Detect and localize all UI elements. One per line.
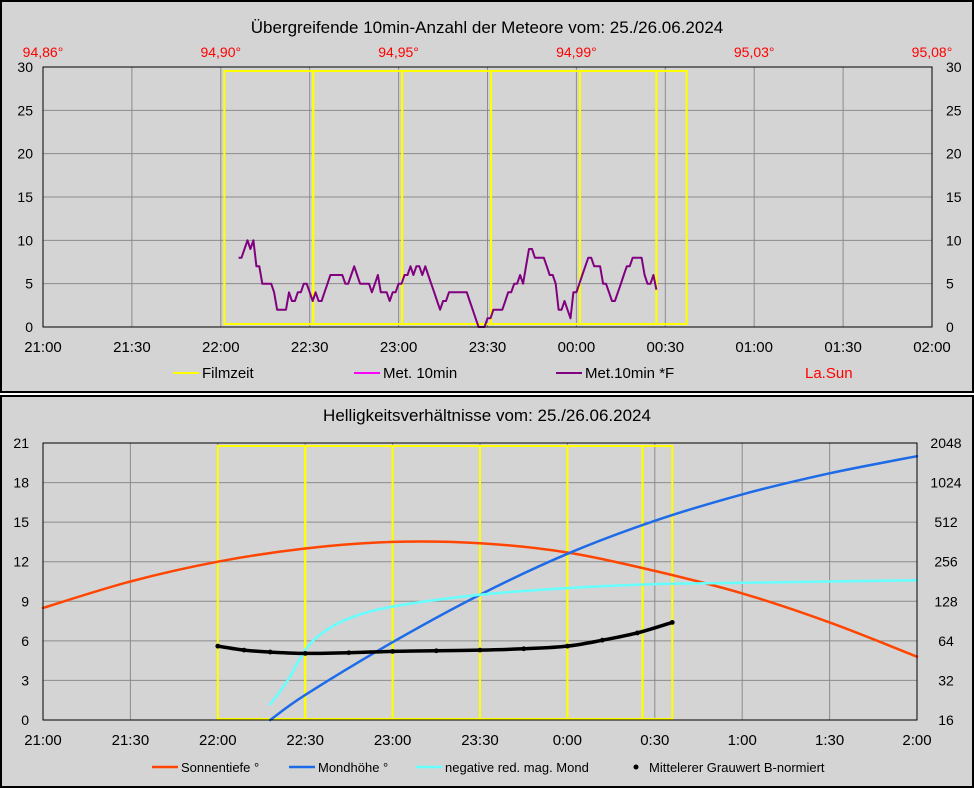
top-x-tick-label: 00:30 [647,339,685,356]
bottom-grauwert-point [346,650,352,656]
bottom-y2-tick-label: 256 [934,554,958,570]
bottom-y-tick-label: 3 [21,672,29,688]
bottom-x-tick-label: 21:00 [24,732,62,749]
top-x-tick-label: 21:00 [24,339,62,356]
bottom-filmzeit-bars [216,445,674,720]
bottom-grauwert-point [241,647,247,653]
bottom-y-tick-label: 0 [21,712,29,728]
top-x-tick-label: 02:00 [913,339,951,356]
top-y2-tick-label: 25 [946,102,962,118]
bottom-x-tick-label: 0:00 [553,732,582,749]
top-legend-label: Met. 10min [383,365,457,382]
top-legend-label: Met.10min *F [585,365,674,382]
bottom-series-mondhoehe [268,454,919,722]
bottom-grauwert-point [215,643,221,649]
bottom-y2-tick-label: 1024 [930,475,961,491]
bottom-y-tick-label: 18 [13,475,29,491]
top-series [238,239,658,328]
bottom-y2-tick-label: 2048 [930,435,961,451]
bottom-x-tick-label: 23:00 [374,732,412,749]
bottom-grauwert-point [477,647,483,653]
bottom-legend-label: Mondhöhe ° [318,760,388,775]
bottom-grauwert-point [302,650,308,656]
bottom-legend-label: Sonnentiefe ° [181,760,259,775]
top-y-tick-label: 15 [17,189,33,205]
bottom-y2-tick-label: 32 [938,672,954,688]
bottom-grauwert-point [669,619,675,625]
top-x-tick-label: 22:00 [202,339,240,356]
top-sun-axis-label: 94,86° [23,44,64,60]
top-grid [43,67,932,327]
top-x-tick-label: 01:30 [824,339,862,356]
top-legend-label: Filmzeit [202,365,254,382]
bottom-x-tick-label: 0:30 [640,732,669,749]
top-y2-tick-label: 15 [946,189,962,205]
top-x-tick-label: 01:00 [735,339,773,356]
top-sun-axis-label: 94,95° [378,44,419,60]
bottom-grauwert-point [433,648,439,654]
top-y2-tick-label: 10 [946,232,962,248]
bottom-series [41,454,919,722]
bottom-plot-frame [42,442,918,721]
top-filmzeit-bars [223,70,688,325]
top-y2-tick-label: 5 [946,276,954,292]
top-filmzeit-segment [655,70,688,325]
bottom-y2-tick-label: 16 [938,712,954,728]
top-y2-tick-label: 30 [946,59,962,75]
top-y-tick-label: 30 [17,59,33,75]
bottom-x-tick-label: 21:30 [112,732,150,749]
bottom-y2-tick-label: 512 [934,514,958,530]
bottom-y2-tick-label: 128 [934,593,958,609]
top-sun-axis-label: 94,90° [200,44,241,60]
top-y-tick-label: 5 [25,276,33,292]
top-y2-tick-label: 20 [946,146,962,162]
bottom-grauwert-point [267,649,273,655]
top-x-tick-label: 21:30 [113,339,151,356]
bottom-grauwert-point [521,646,527,652]
bottom-x-tick-label: 23:30 [461,732,499,749]
top-legend: Filmzeit Met. 10min Met.10min *F La.Sun [173,365,853,382]
top-legend-label: La.Sun [805,365,853,382]
bottom-x-tick-label: 1:30 [815,732,844,749]
bottom-grauwert-point [634,630,640,636]
bottom-legend-swatch [633,764,639,770]
bottom-y-tick-label: 12 [13,554,29,570]
top-sun-axis-label: 95,08° [912,44,953,60]
bottom-x-tick-label: 1:00 [728,732,757,749]
bottom-x-tick-label: 22:00 [199,732,237,749]
top-x-tick-label: 00:00 [558,339,596,356]
top-sun-axis-label: 95,03° [734,44,775,60]
bottom-legend-label: Mittelerer Grauwert B-normiert [649,760,825,775]
bottom-y-tick-label: 6 [21,633,29,649]
bottom-series-mag-mond [268,578,919,706]
top-plot-frame [42,66,933,328]
bottom-x-tick-label: 2:00 [902,732,931,749]
bottom-axes: 0 3 6 9 12 15 18 21 16 32 64 128 256 512 1024 2048 21:00… [13,435,961,749]
bottom-grauwert-point [390,649,395,654]
bottom-y2-tick-label: 64 [938,633,954,649]
top-chart-title: Übergreifende 10min-Anzahl der Meteore v… [251,18,724,37]
top-y-tick-label: 25 [17,102,33,118]
bottom-x-tick-label: 22:30 [286,732,324,749]
top-series-met10min-f [238,239,658,328]
bottom-y-tick-label: 21 [13,435,29,451]
bottom-chart-title: Helligkeitsverhältnisse vom: 25./26.06.2… [323,406,651,425]
bottom-grauwert-point [565,643,570,649]
bottom-legend-label: negative red. mag. Mond [445,760,589,775]
top-y-tick-label: 10 [17,232,33,248]
top-x-tick-label: 23:00 [380,339,418,356]
top-axes: 0 0 5 5 10 10 15 15 20 20 25 25 30 30 21:00 21:30 22:00 2… [17,44,961,356]
top-sun-axis-label: 94,99° [556,44,597,60]
top-y-tick-label: 20 [17,146,33,162]
bottom-y-tick-label: 9 [21,593,29,609]
top-y-tick-label: 0 [25,319,33,335]
top-y2-tick-label: 0 [946,319,954,335]
bottom-grauwert-point [599,637,605,643]
top-x-tick-label: 22:30 [291,339,329,356]
top-x-tick-label: 23:30 [469,339,507,356]
bottom-series-sonnentiefe [41,540,919,658]
bottom-legend: Sonnentiefe ° Mondhöhe ° negative red. mag… [152,760,825,775]
bottom-y-tick-label: 15 [13,514,29,530]
